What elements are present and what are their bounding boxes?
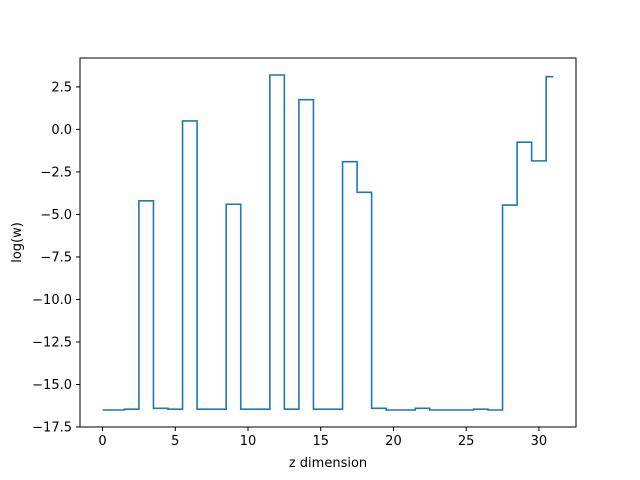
x-tick-label: 20: [385, 434, 402, 449]
y-tick-label: −17.5: [32, 421, 72, 436]
x-tick-label: 10: [240, 434, 257, 449]
x-axis-label: z dimension: [289, 456, 367, 471]
plot-frame: [79, 57, 577, 428]
y-tick-label: −2.5: [40, 165, 72, 180]
x-tick-label: 0: [98, 434, 106, 449]
y-tick-label: −15.0: [32, 378, 72, 393]
series-line: [102, 74, 554, 411]
x-tick-label: 5: [171, 434, 179, 449]
x-tick-label: 15: [312, 434, 329, 449]
y-tick-label: −10.0: [32, 293, 72, 308]
y-axis-label: log(w): [10, 222, 25, 263]
x-tick-label: 25: [458, 434, 475, 449]
x-tick-label: 30: [531, 434, 548, 449]
x-axis: 0 5 10 15 20 25 30: [98, 427, 547, 449]
y-tick-label: −12.5: [32, 335, 72, 350]
y-tick-label: 0.0: [51, 123, 72, 138]
y-tick-label: 2.5: [51, 80, 72, 95]
series-layer: [102, 74, 554, 411]
y-tick-label: −7.5: [40, 250, 72, 265]
y-tick-label: −5.0: [40, 208, 72, 223]
y-axis: 2.5 0.0 −2.5 −5.0 −7.5 −10.0 −12.5 −15.0 −17.5: [32, 80, 80, 436]
